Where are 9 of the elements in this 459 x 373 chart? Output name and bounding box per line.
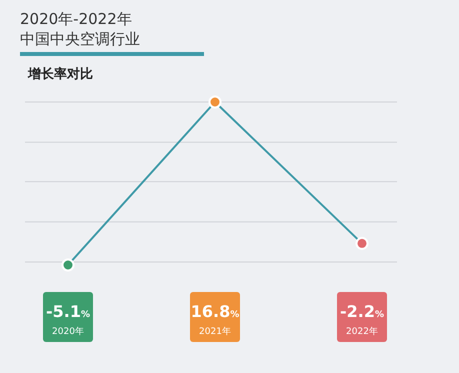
chart-subtitle: 中国中央空调行业: [20, 30, 140, 48]
text: 增长率对比: [27, 66, 93, 82]
data-label: -2.2%: [340, 302, 384, 321]
data-label: 16.8%: [190, 302, 240, 321]
x-tick-label: 2022年: [346, 326, 378, 337]
chart-title: 2020年-2022年: [20, 10, 132, 28]
data-label: -5.1%: [46, 302, 90, 321]
x-tick-label: 2020年: [52, 326, 84, 337]
x-tick-label: 2021年: [199, 326, 231, 337]
